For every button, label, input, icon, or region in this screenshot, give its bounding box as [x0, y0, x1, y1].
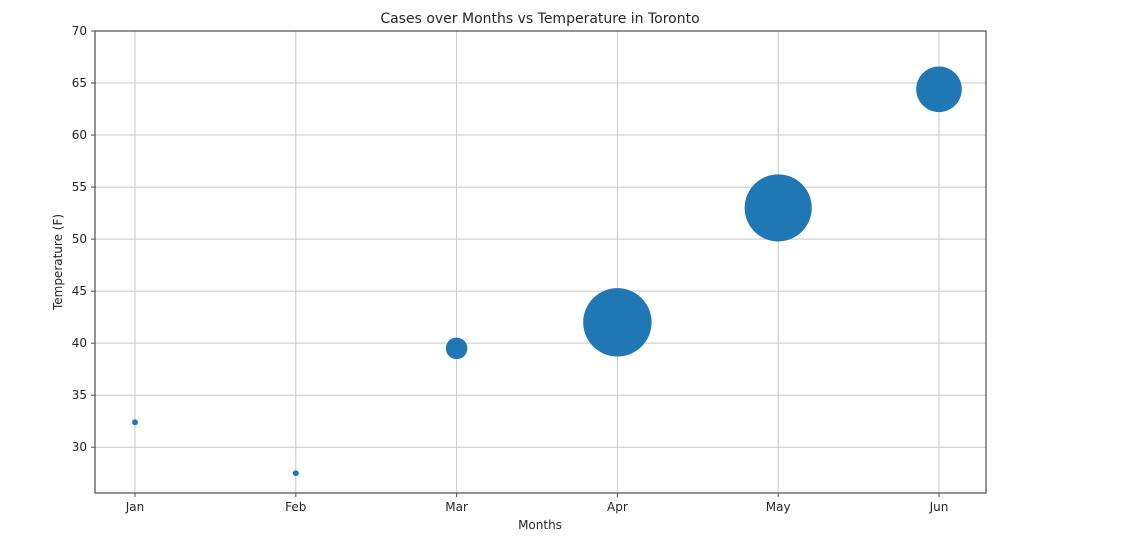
x-axis-label: Months: [518, 518, 562, 532]
bubble-apr: [583, 288, 652, 357]
bubble-jun: [916, 66, 962, 113]
x-tick-label: May: [766, 500, 791, 514]
bubble-may: [744, 174, 812, 242]
y-tick-label: 35: [72, 388, 87, 402]
y-tick-label: 60: [72, 128, 87, 142]
y-axis-label: Temperature (F): [51, 214, 65, 311]
chart-title: Cases over Months vs Temperature in Toro…: [380, 11, 699, 27]
y-tick-label: 40: [72, 336, 87, 350]
bubble-feb: [292, 470, 299, 477]
y-tick-label: 65: [72, 76, 87, 90]
y-tick-label: 55: [72, 180, 87, 194]
y-tick-label: 70: [72, 24, 87, 38]
axes: 30 35 40 45 50 55 60 65 70 Jan Feb Mar Apr May Jun: [72, 24, 949, 514]
y-tick-label: 30: [72, 440, 87, 454]
y-tick-label: 50: [72, 232, 87, 246]
bubble-jan: [132, 419, 138, 426]
bubbles: [132, 66, 962, 477]
bubble-mar: [445, 337, 468, 360]
grid: [95, 30, 986, 493]
x-tick-label: Feb: [285, 500, 306, 514]
x-tick-label: Apr: [607, 500, 628, 514]
plot-frame: [94, 30, 987, 494]
x-tick-label: Jun: [929, 500, 949, 514]
x-tick-label: Mar: [445, 500, 468, 514]
x-tick-label: Jan: [125, 500, 145, 514]
y-tick-label: 45: [72, 284, 87, 298]
